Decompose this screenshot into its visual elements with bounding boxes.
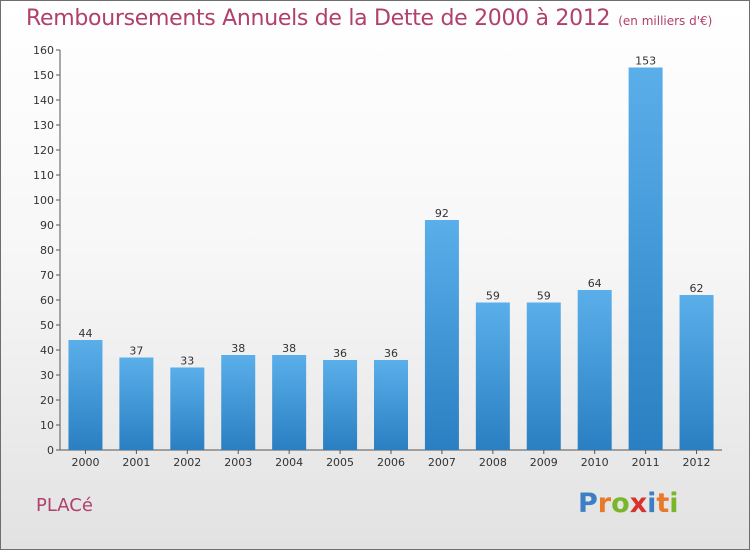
bar-2000	[68, 340, 103, 450]
bar-2007	[424, 220, 459, 450]
logo-letter: i	[669, 488, 679, 519]
y-tick-label: 50	[40, 319, 54, 332]
y-tick-label: 110	[33, 169, 54, 182]
y-tick-label: 120	[33, 144, 54, 157]
y-tick-label: 10	[40, 419, 54, 432]
bar-value-label: 36	[384, 347, 398, 360]
y-tick-label: 140	[33, 94, 54, 107]
bar-value-label: 59	[537, 290, 551, 303]
logo-letter: o	[611, 488, 630, 519]
bar-value-label: 62	[690, 282, 704, 295]
y-tick-label: 130	[33, 119, 54, 132]
y-tick-label: 40	[40, 344, 54, 357]
bar-value-label: 153	[635, 55, 656, 68]
logo-letter: i	[647, 488, 657, 519]
proxiti-logo: Proxiti	[578, 488, 679, 519]
bar-2001	[119, 357, 154, 450]
bar-value-label: 92	[435, 207, 449, 220]
x-tick-label: 2007	[428, 456, 456, 469]
bar-2006	[374, 360, 408, 450]
bars: 44 37 33 38 38 36 36 92 59 59 64 153 62	[68, 55, 714, 450]
bar-2008	[475, 302, 510, 450]
x-tick-label: 2011	[632, 456, 660, 469]
y-tick-label: 100	[33, 194, 54, 207]
y-tick-label: 60	[40, 294, 54, 307]
y-tick-label: 0	[47, 444, 54, 457]
bar-2004	[272, 355, 307, 450]
bar-2002	[170, 367, 205, 450]
bar-value-label: 33	[180, 355, 194, 368]
bar-value-label: 37	[129, 345, 143, 358]
bar-value-label: 44	[78, 327, 92, 340]
bar-2011	[628, 67, 663, 450]
title-text: Remboursements Annuels de la Dette de 20…	[26, 6, 611, 31]
x-tick-label: 2003	[224, 456, 252, 469]
x-tick-label: 2004	[275, 456, 303, 469]
x-tick-label: 2006	[377, 456, 405, 469]
y-tick-label: 150	[33, 69, 54, 82]
chart-title: Remboursements Annuels de la Dette de 20…	[26, 6, 712, 31]
x-tick-label: 2000	[71, 456, 99, 469]
y-tick-label: 90	[40, 219, 54, 232]
bar-value-label: 36	[333, 347, 347, 360]
x-tick-label: 2010	[581, 456, 609, 469]
x-tick-label: 2012	[683, 456, 711, 469]
x-tick-label: 2005	[326, 456, 354, 469]
x-tick-label: 2009	[530, 456, 558, 469]
logo-letter: r	[597, 488, 612, 519]
y-tick-label: 70	[40, 269, 54, 282]
bar-value-label: 38	[231, 342, 245, 355]
logo-letter: P	[578, 488, 598, 519]
bar-2012	[679, 295, 714, 450]
bar-2005	[323, 360, 358, 450]
x-tick-label: 2008	[479, 456, 507, 469]
bar-value-label: 64	[588, 277, 602, 290]
y-tick-label: 80	[40, 244, 54, 257]
bar-2003	[221, 355, 256, 450]
unit-label: (en milliers d'€)	[618, 14, 713, 28]
y-tick-label: 30	[40, 369, 54, 382]
bar-value-label: 38	[282, 342, 296, 355]
logo-letter: t	[656, 488, 670, 519]
x-tick-label: 2002	[173, 456, 201, 469]
logo-letter: x	[629, 488, 648, 519]
x-tick-label: 2001	[122, 456, 150, 469]
bar-2009	[526, 302, 561, 450]
y-tick-label: 160	[33, 44, 54, 57]
bar-2010	[577, 290, 612, 450]
bar-value-label: 59	[486, 290, 500, 303]
y-tick-label: 20	[40, 394, 54, 407]
town-name: PLACé	[36, 495, 93, 516]
